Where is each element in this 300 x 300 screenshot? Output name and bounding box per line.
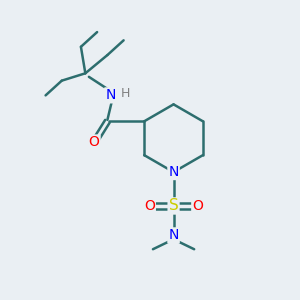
Text: O: O: [144, 199, 155, 213]
Text: S: S: [169, 198, 178, 213]
Text: N: N: [105, 88, 116, 102]
Text: N: N: [168, 165, 179, 179]
Text: O: O: [192, 199, 203, 213]
Text: O: O: [89, 136, 100, 149]
Text: H: H: [120, 87, 130, 101]
Text: N: N: [168, 228, 179, 242]
